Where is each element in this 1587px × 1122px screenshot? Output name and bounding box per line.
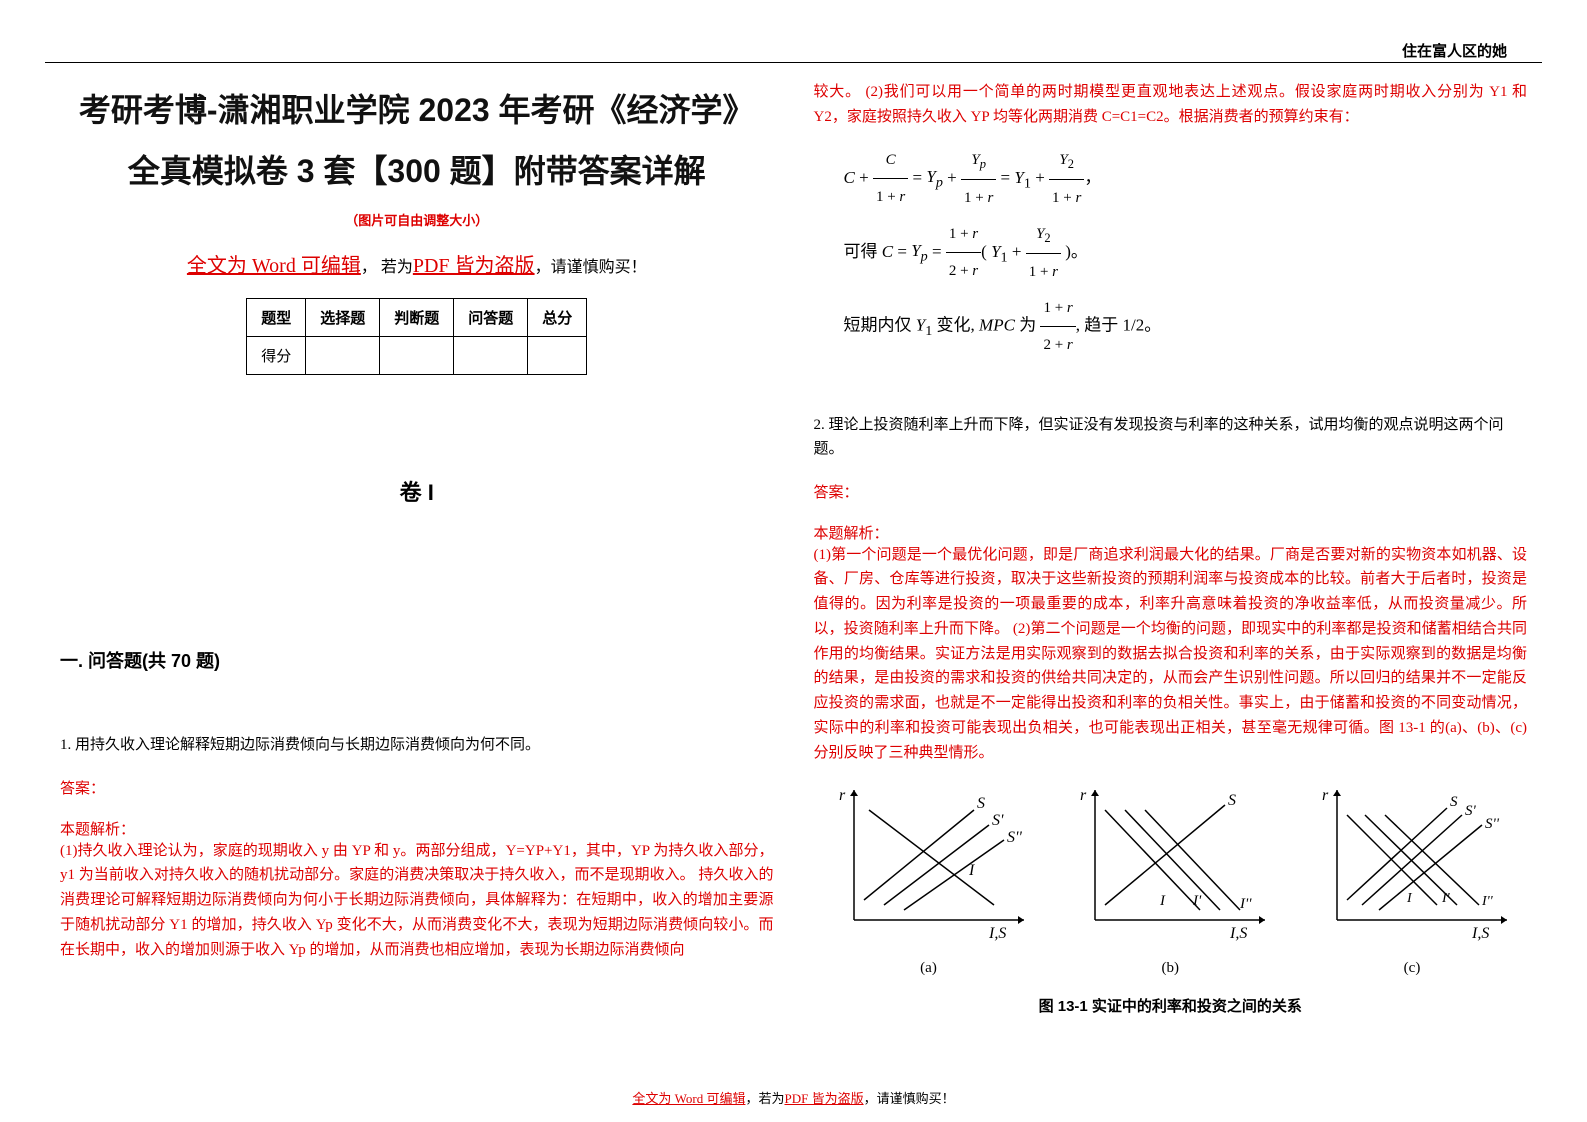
- svg-text:S: S: [1228, 792, 1236, 809]
- svg-text:I': I': [1192, 893, 1202, 909]
- svg-text:I: I: [1406, 891, 1413, 906]
- score-essay: [454, 336, 528, 374]
- section-essay-title: 一. 问答题(共 70 题): [60, 647, 774, 673]
- figure-13-1: r I,S S S' S'' I (a): [814, 780, 1528, 977]
- image-resize-note: （图片可自由调整大小）: [60, 210, 774, 229]
- two-column-layout: 考研考博-潇湘职业学院 2023 年考研《经济学》 全真模拟卷 3 套【300 …: [60, 80, 1527, 1016]
- formula-eq3: 短期内仅 Y1 变化, MPC 为 1 + r2 + r, 趋于 1/2。: [844, 290, 1528, 363]
- chart-panel-b: r I,S S I I' I'' (b): [1065, 780, 1275, 977]
- title-line-1: 考研考博-潇湘职业学院 2023 年考研《经济学》: [60, 80, 774, 141]
- score-table: 题型 选择题 判断题 问答题 总分 得分: [246, 298, 587, 375]
- score-total: [528, 336, 587, 374]
- svg-text:I,S: I,S: [988, 925, 1006, 942]
- formula-block: C + C1 + r = Yp + Yp1 + r = Y1 + Y21 + r…: [844, 142, 1528, 363]
- row-label-score: 得分: [247, 336, 306, 374]
- q1-answer-label: 答案：: [60, 777, 774, 798]
- q1-analysis-label: 本题解析：: [60, 818, 774, 839]
- notice-mid: ， 若为: [361, 259, 413, 276]
- question-2: 2. 理论上投资随利率上升而下降，但实证没有发现投资与利率的这种关系，试用均衡的…: [814, 413, 1528, 461]
- footer-mid: ，若为: [745, 1091, 784, 1106]
- q1-analysis-text: (1)持久收入理论认为，家庭的现期收入 y 由 YP 和 y。两部分组成，Y=Y…: [60, 839, 774, 963]
- svg-text:I'': I'': [1239, 896, 1252, 912]
- col-type: 题型: [247, 298, 306, 336]
- chart-c-svg: r I,S S S' S'' I I' I'': [1307, 780, 1517, 950]
- header-rule: [45, 62, 1542, 63]
- svg-text:I': I': [1441, 891, 1451, 906]
- formula-eq2: 可得 C = Yp = 1 + r2 + r( Y1 + Y21 + r )。: [844, 216, 1528, 290]
- svg-text:S'': S'': [1485, 816, 1500, 832]
- volume-label: 卷 I: [60, 475, 774, 507]
- svg-text:I'': I'': [1481, 894, 1494, 909]
- svg-text:S: S: [1450, 794, 1458, 810]
- q1-analysis-continuation: 较大。 (2)我们可以用一个简单的两时期模型更直观地表达上述观点。假设家庭两时期…: [814, 80, 1528, 130]
- svg-text:I,S: I,S: [1229, 925, 1247, 942]
- chart-c-label: (c): [1307, 960, 1517, 977]
- q2-analysis-text: (1)第一个问题是一个最优化问题，即是厂商追求利润最大化的结果。厂商是否要对新的…: [814, 543, 1528, 766]
- chart-b-svg: r I,S S I I' I'': [1065, 780, 1275, 950]
- svg-text:S'': S'': [1007, 829, 1022, 846]
- col-choice: 选择题: [306, 298, 380, 336]
- page-footer: 全文为 Word 可编辑，若为PDF 皆为盗版，请谨慎购买！: [0, 1088, 1587, 1107]
- svg-text:S': S': [992, 812, 1004, 829]
- svg-text:r: r: [1322, 787, 1329, 804]
- chart-a-svg: r I,S S S' S'' I: [824, 780, 1034, 950]
- title-line-2: 全真模拟卷 3 套【300 题】附带答案详解: [60, 141, 774, 202]
- figure-caption: 图 13-1 实证中的利率和投资之间的关系: [814, 995, 1528, 1016]
- left-column: 考研考博-潇湘职业学院 2023 年考研《经济学》 全真模拟卷 3 套【300 …: [60, 80, 774, 1016]
- right-column: 较大。 (2)我们可以用一个简单的两时期模型更直观地表达上述观点。假设家庭两时期…: [814, 80, 1528, 1016]
- chart-panel-a: r I,S S S' S'' I (a): [824, 780, 1034, 977]
- svg-text:I,S: I,S: [1471, 925, 1489, 942]
- score-value-row: 得分: [247, 336, 587, 374]
- document-title: 考研考博-潇湘职业学院 2023 年考研《经济学》 全真模拟卷 3 套【300 …: [60, 80, 774, 202]
- svg-text:I: I: [1159, 893, 1166, 909]
- svg-text:r: r: [1080, 787, 1087, 804]
- chart-a-label: (a): [824, 960, 1034, 977]
- chart-b-label: (b): [1065, 960, 1275, 977]
- q2-analysis-label: 本题解析：: [814, 522, 1528, 543]
- editable-notice: 全文为 Word 可编辑， 若为PDF 皆为盗版，请谨慎购买！: [60, 249, 774, 278]
- score-header-row: 题型 选择题 判断题 问答题 总分: [247, 298, 587, 336]
- col-essay: 问答题: [454, 298, 528, 336]
- svg-text:S': S': [1465, 803, 1477, 819]
- col-total: 总分: [528, 298, 587, 336]
- svg-text:S: S: [977, 795, 985, 812]
- footer-pdf: PDF 皆为盗版: [784, 1091, 863, 1106]
- footer-word: 全文为 Word 可编辑: [632, 1091, 745, 1106]
- pdf-pirate-text: PDF 皆为盗版: [413, 255, 535, 277]
- score-judge: [380, 336, 454, 374]
- header-watermark: 住在富人区的她: [1402, 40, 1507, 61]
- svg-text:r: r: [839, 787, 846, 804]
- svg-text:I: I: [968, 862, 975, 879]
- score-choice: [306, 336, 380, 374]
- question-1: 1. 用持久收入理论解释短期边际消费倾向与长期边际消费倾向为何不同。: [60, 733, 774, 757]
- q2-answer-label: 答案：: [814, 481, 1528, 502]
- word-editable-text: 全文为 Word 可编辑: [187, 255, 361, 277]
- col-judge: 判断题: [380, 298, 454, 336]
- chart-panel-c: r I,S S S' S'' I I' I'' (c): [1307, 780, 1517, 977]
- notice-suffix: ，请谨慎购买！: [535, 259, 647, 276]
- footer-suffix: ，请谨慎购买！: [864, 1091, 955, 1106]
- formula-eq1: C + C1 + r = Yp + Yp1 + r = Y1 + Y21 + r…: [844, 142, 1528, 216]
